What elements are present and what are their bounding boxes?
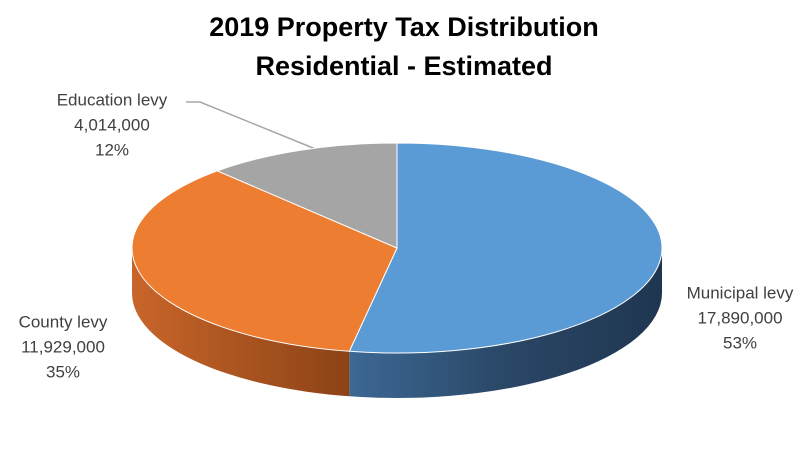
slice-side <box>132 248 350 397</box>
chart-subtitle: Residential - Estimated <box>255 51 552 81</box>
leader-line <box>186 101 319 151</box>
category-label: Municipal levy <box>687 283 794 302</box>
category-label: Education levy <box>57 90 168 109</box>
slice-side <box>349 248 662 398</box>
labels: Municipal levy 17,890,000 53% County levy 11… <box>19 90 794 381</box>
percentage-label: 35% <box>46 362 80 381</box>
value-label: 17,890,000 <box>697 308 782 327</box>
pie <box>131 142 663 398</box>
value-label: 11,929,000 <box>21 337 105 356</box>
percentage-label: 12% <box>95 140 129 159</box>
chart-title: 2019 Property Tax Distribution <box>209 12 599 42</box>
slice <box>348 142 663 354</box>
category-label: County levy <box>19 312 108 331</box>
slice <box>215 142 398 249</box>
value-label: 4,014,000 <box>74 115 150 134</box>
percentage-label: 53% <box>723 333 757 352</box>
slice <box>131 170 398 352</box>
